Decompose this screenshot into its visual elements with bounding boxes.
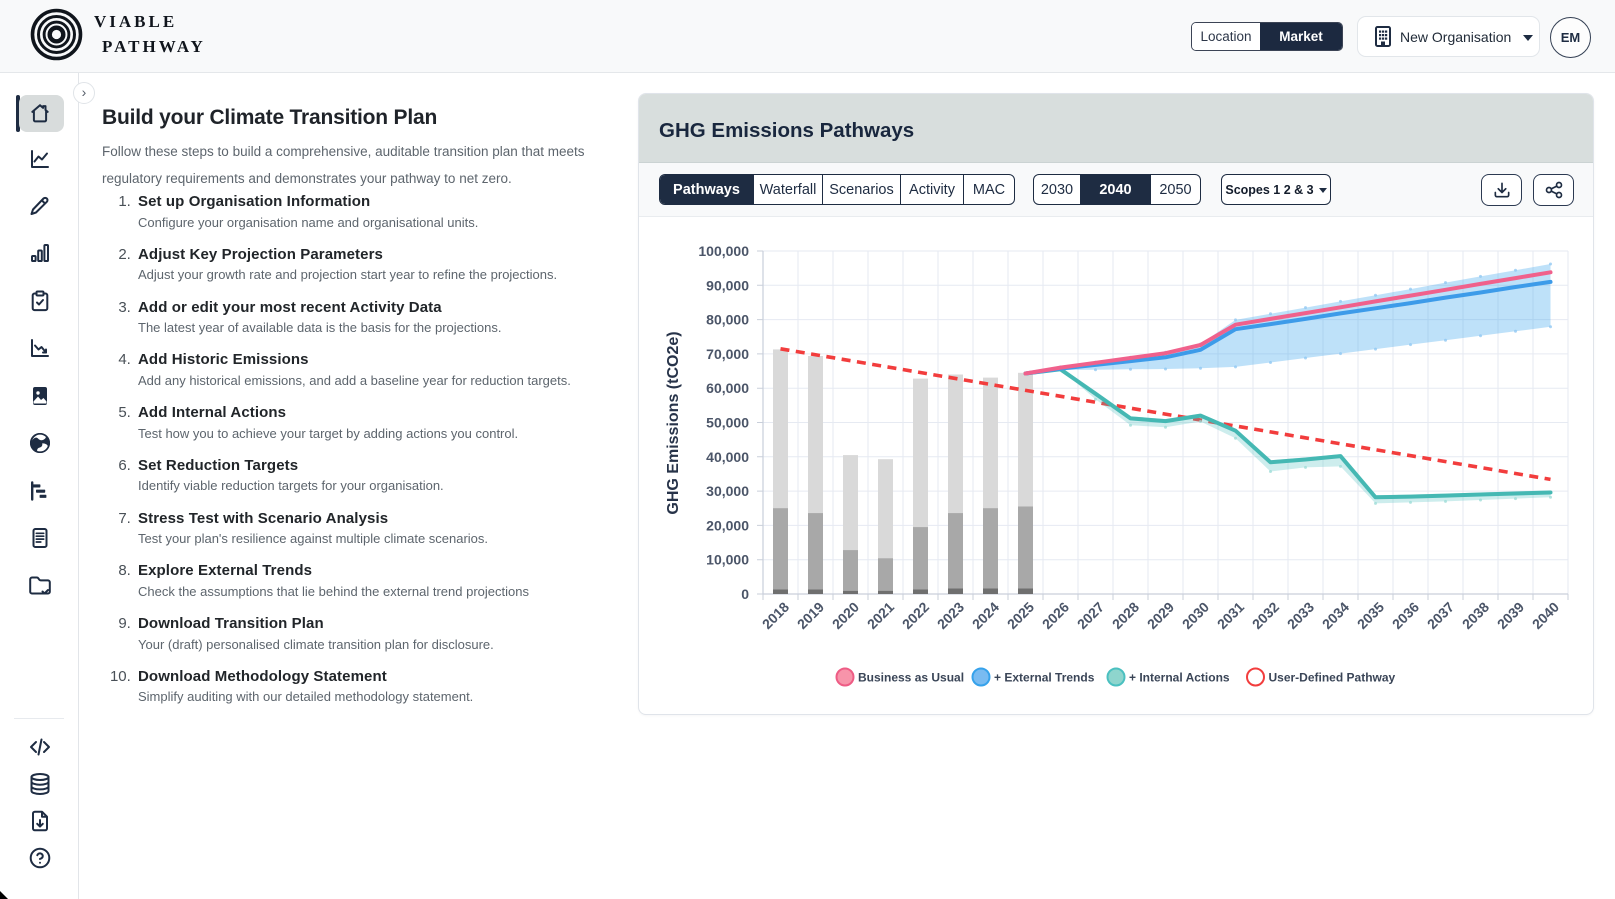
svg-text:2030: 2030 — [1179, 599, 1212, 632]
svg-text:2036: 2036 — [1389, 599, 1422, 632]
svg-text:2032: 2032 — [1249, 599, 1282, 632]
svg-text:2027: 2027 — [1074, 599, 1107, 632]
svg-text:2028: 2028 — [1109, 599, 1142, 632]
svg-text:0: 0 — [741, 586, 749, 602]
svg-text:2039: 2039 — [1494, 599, 1527, 632]
svg-text:2026: 2026 — [1039, 599, 1072, 632]
svg-text:2022: 2022 — [899, 599, 932, 632]
svg-text:User-Defined Pathway: User-Defined Pathway — [1269, 671, 1396, 685]
svg-text:2020: 2020 — [829, 599, 862, 632]
svg-text:2031: 2031 — [1214, 599, 1247, 632]
svg-text:2033: 2033 — [1284, 599, 1317, 632]
svg-text:2035: 2035 — [1354, 599, 1387, 632]
svg-text:50,000: 50,000 — [706, 415, 749, 431]
svg-text:2025: 2025 — [1004, 599, 1037, 632]
svg-text:10,000: 10,000 — [706, 552, 749, 568]
svg-text:2021: 2021 — [864, 599, 897, 632]
svg-text:100,000: 100,000 — [698, 243, 749, 259]
svg-text:Business as Usual: Business as Usual — [858, 671, 964, 685]
svg-text:2024: 2024 — [969, 599, 1002, 632]
svg-text:+ Internal Actions: + Internal Actions — [1129, 671, 1230, 685]
svg-text:60,000: 60,000 — [706, 380, 749, 396]
svg-text:GHG Emissions (tCO2e): GHG Emissions (tCO2e) — [665, 331, 682, 514]
svg-text:70,000: 70,000 — [706, 346, 749, 362]
svg-text:+ External Trends: + External Trends — [994, 671, 1095, 685]
svg-text:30,000: 30,000 — [706, 483, 749, 499]
svg-text:90,000: 90,000 — [706, 277, 749, 293]
svg-text:80,000: 80,000 — [706, 312, 749, 328]
svg-text:2037: 2037 — [1424, 599, 1457, 632]
svg-text:2040: 2040 — [1529, 599, 1562, 632]
svg-text:2019: 2019 — [794, 599, 827, 632]
svg-text:2029: 2029 — [1144, 599, 1177, 632]
svg-text:40,000: 40,000 — [706, 449, 749, 465]
svg-text:2038: 2038 — [1459, 599, 1492, 632]
svg-text:2034: 2034 — [1319, 599, 1352, 632]
svg-text:2018: 2018 — [759, 599, 792, 632]
svg-text:20,000: 20,000 — [706, 517, 749, 533]
svg-text:2023: 2023 — [934, 599, 967, 632]
